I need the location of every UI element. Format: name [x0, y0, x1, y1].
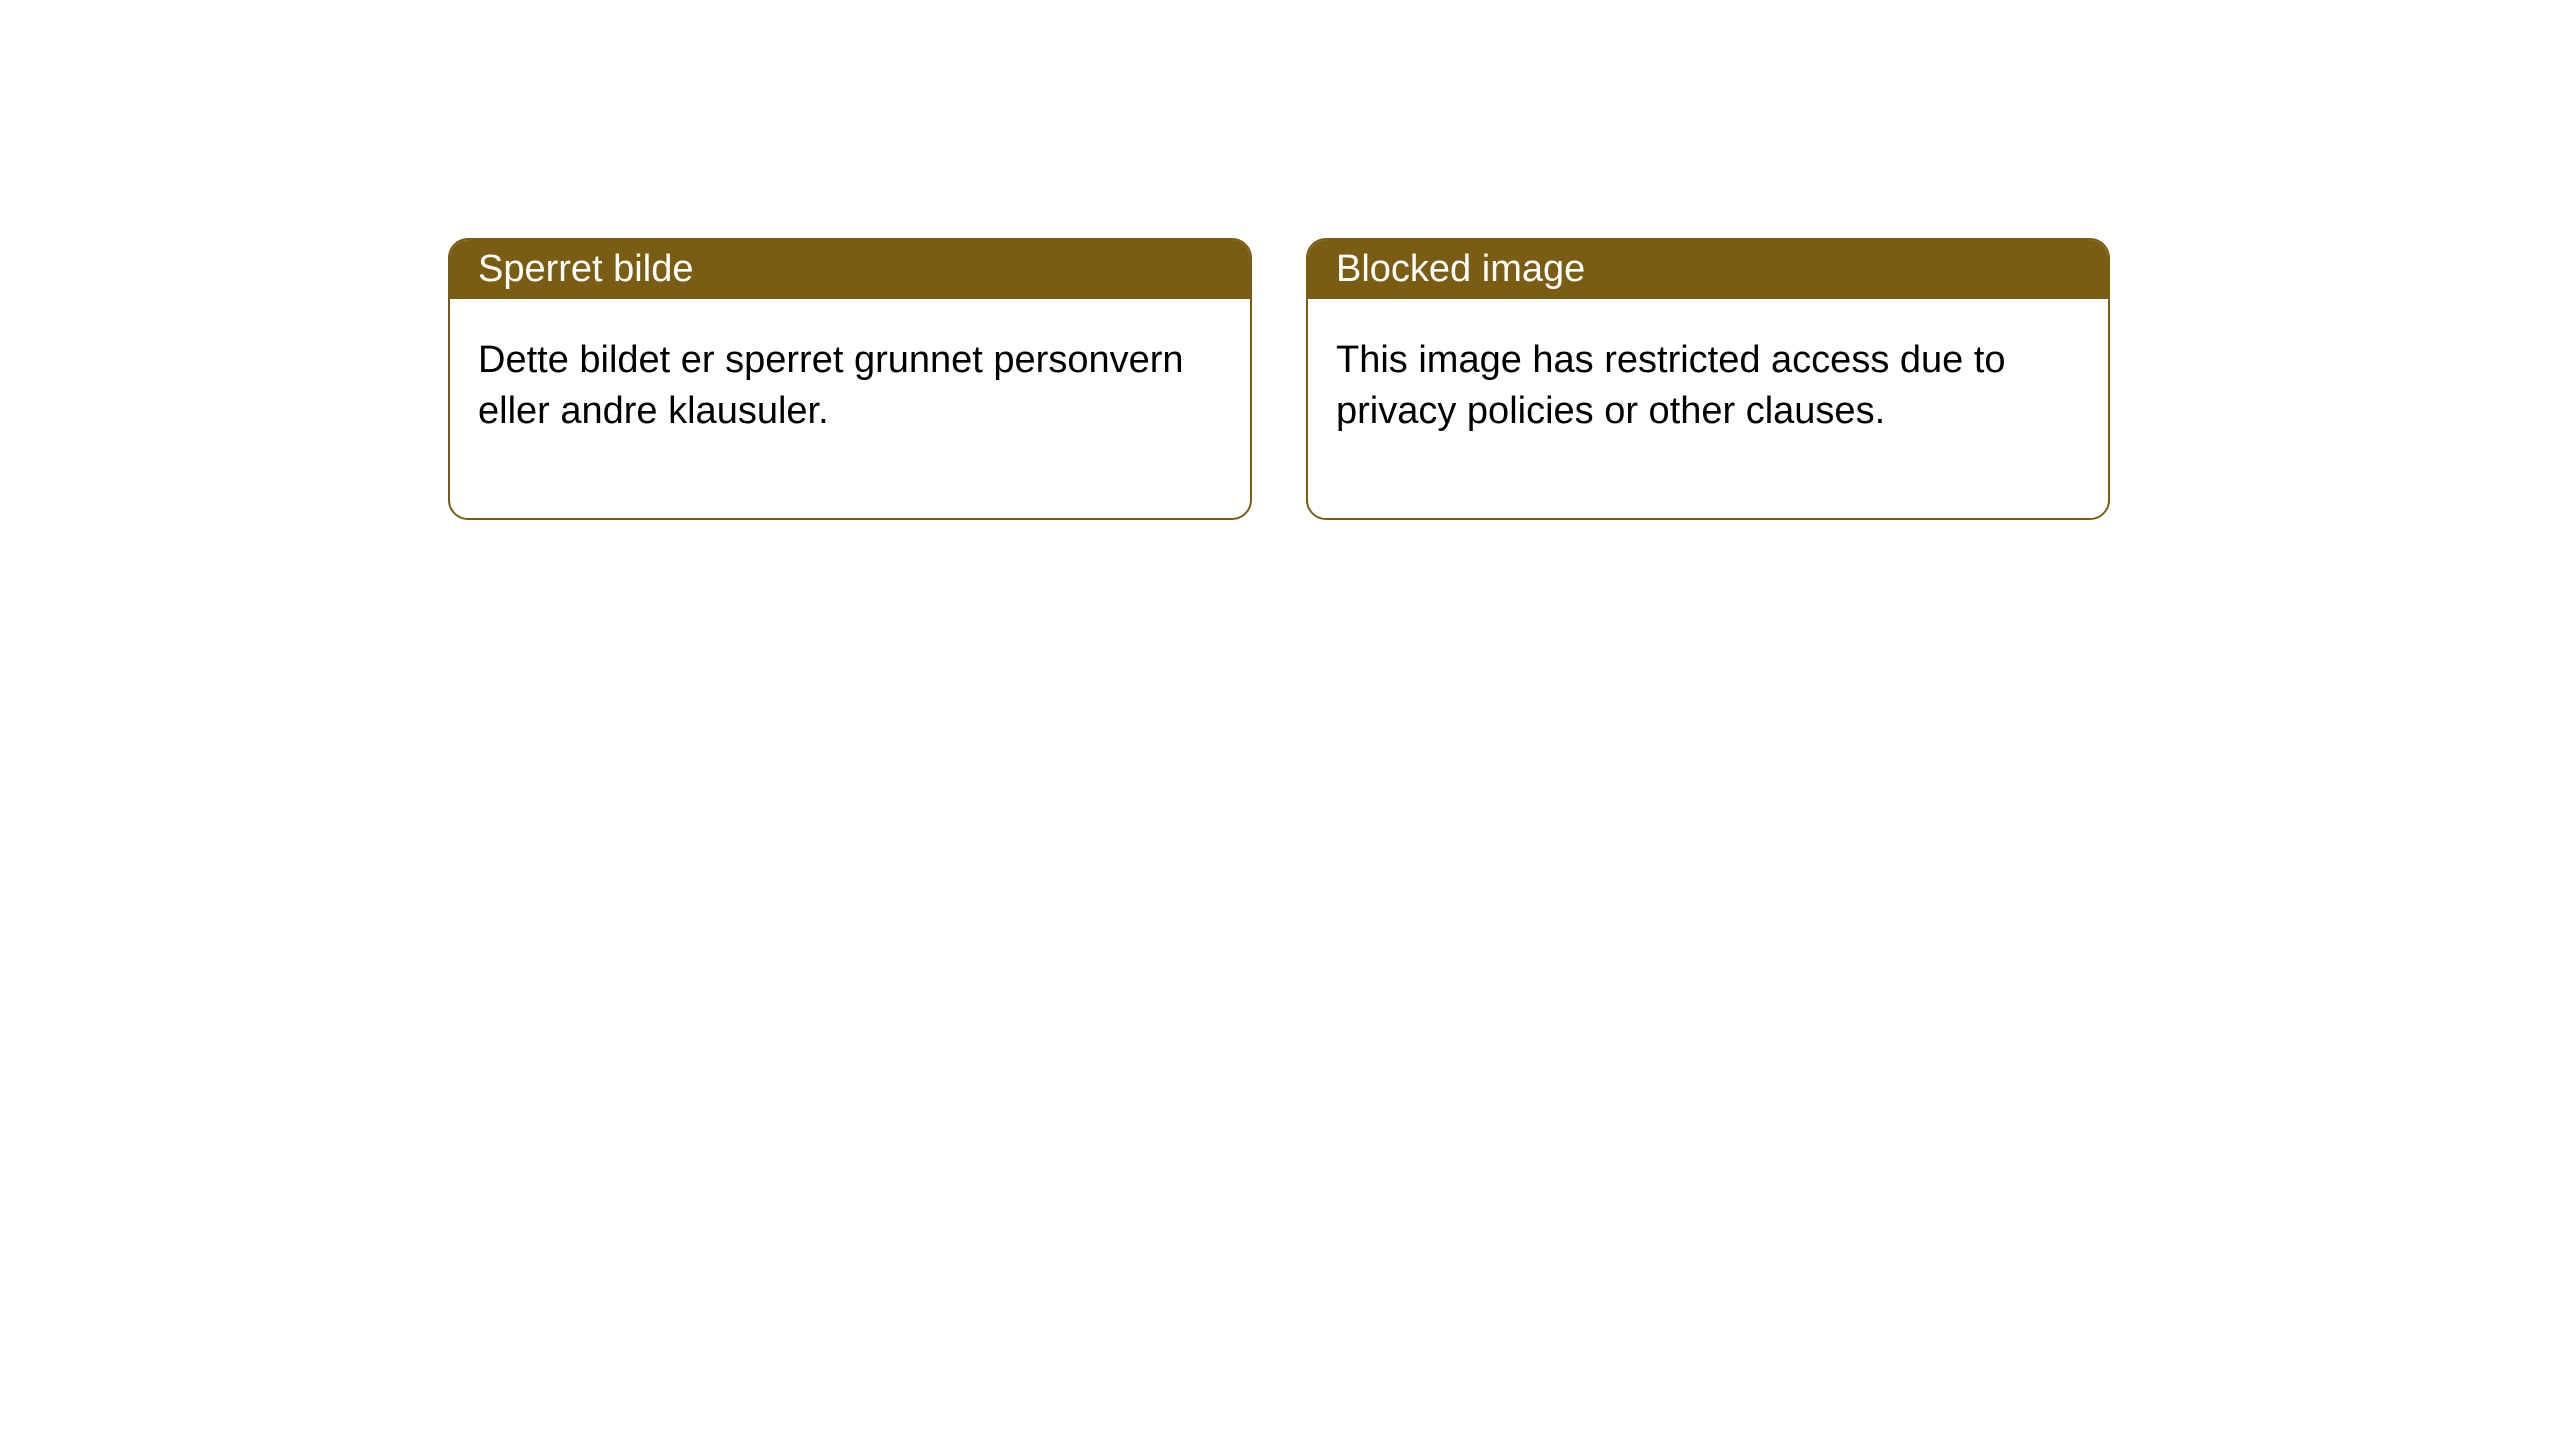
card-title: Sperret bilde: [478, 248, 693, 290]
card-body-text: Dette bildet er sperret grunnet personve…: [478, 339, 1184, 432]
blocked-image-card-no: Sperret bilde Dette bildet er sperret gr…: [448, 238, 1252, 520]
blocked-image-card-en: Blocked image This image has restricted …: [1306, 238, 2110, 520]
card-title: Blocked image: [1336, 248, 1585, 290]
card-header: Sperret bilde: [450, 240, 1250, 299]
card-header: Blocked image: [1308, 240, 2108, 299]
cards-container: Sperret bilde Dette bildet er sperret gr…: [0, 0, 2560, 520]
card-body-text: This image has restricted access due to …: [1336, 339, 2006, 432]
card-body: Dette bildet er sperret grunnet personve…: [450, 299, 1250, 518]
card-body: This image has restricted access due to …: [1308, 299, 2108, 518]
